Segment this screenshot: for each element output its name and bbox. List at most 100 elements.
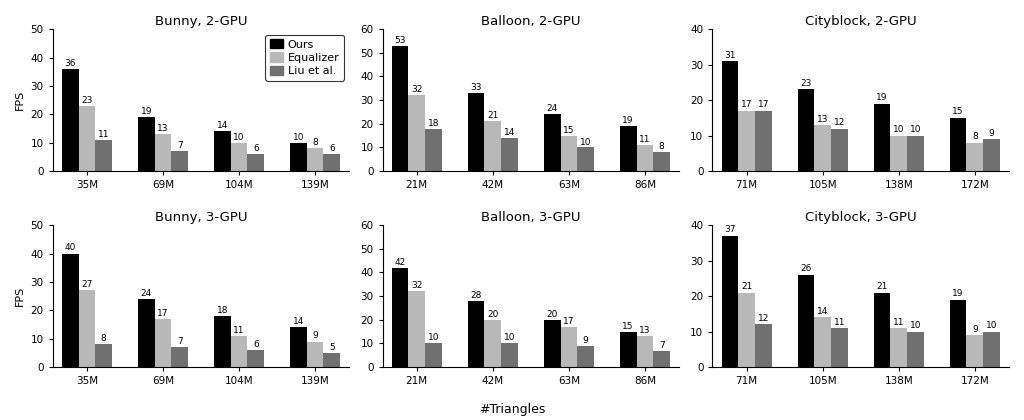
Bar [214,131,230,171]
Bar [425,344,442,367]
Bar [831,328,848,367]
Bar [155,319,171,367]
Text: 7: 7 [177,337,182,346]
Bar [755,325,772,367]
Text: 11: 11 [893,318,904,327]
Title: Bunny, 2-GPU: Bunny, 2-GPU [155,15,247,28]
Text: 17: 17 [741,100,753,109]
Text: 10: 10 [428,333,439,342]
Bar [890,328,907,367]
Text: 23: 23 [801,79,812,88]
Bar [290,327,307,367]
Bar [248,154,264,171]
Bar [620,331,637,367]
Text: 14: 14 [504,128,515,137]
Bar [578,346,594,367]
Bar [409,291,425,367]
Text: 9: 9 [312,331,317,340]
Bar [907,136,924,171]
Bar [501,138,518,171]
Bar [653,152,670,171]
Text: 9: 9 [988,129,994,138]
Text: 23: 23 [81,96,92,105]
Text: 6: 6 [329,144,335,153]
Bar [61,69,79,171]
Bar [873,104,890,171]
Bar [798,89,814,171]
Bar [171,347,188,367]
Text: 15: 15 [623,322,634,331]
Bar [484,320,501,367]
Text: 53: 53 [394,36,406,45]
Text: 11: 11 [233,326,245,335]
Text: 13: 13 [639,326,650,336]
Bar [248,350,264,367]
Bar [722,236,738,367]
Bar [653,351,670,367]
Text: 15: 15 [563,126,574,135]
Text: 8: 8 [972,132,978,141]
Text: 9: 9 [972,325,978,334]
Bar [544,114,560,171]
Bar [967,143,983,171]
Bar [560,327,578,367]
Bar [79,290,95,367]
Text: 20: 20 [547,310,558,319]
Bar [290,143,307,171]
Text: 32: 32 [411,85,423,94]
Bar [544,320,560,367]
Bar [214,316,230,367]
Bar [907,331,924,367]
Bar [79,106,95,171]
Bar [425,129,442,171]
Text: 27: 27 [81,280,92,289]
Text: 20: 20 [487,310,499,319]
Text: 21: 21 [487,111,499,121]
Bar [171,151,188,171]
Bar [230,143,248,171]
Text: 19: 19 [952,289,964,298]
Text: 18: 18 [216,306,228,315]
Text: 11: 11 [639,135,650,144]
Text: 12: 12 [834,118,845,127]
Text: 10: 10 [986,321,997,330]
Text: 21: 21 [741,282,753,291]
Text: 8: 8 [100,334,106,343]
Text: 6: 6 [253,340,259,349]
Bar [798,275,814,367]
Text: 28: 28 [470,291,481,300]
Bar [722,61,738,171]
Text: 14: 14 [217,121,228,130]
Bar [95,140,112,171]
Bar [138,299,155,367]
Text: 37: 37 [724,226,735,234]
Text: 31: 31 [724,51,735,60]
Bar [409,95,425,171]
Bar [468,93,484,171]
Text: 7: 7 [658,341,665,349]
Text: 13: 13 [817,115,828,123]
Bar [138,117,155,171]
Title: Balloon, 3-GPU: Balloon, 3-GPU [481,211,581,224]
Title: Balloon, 2-GPU: Balloon, 2-GPU [481,15,581,28]
Title: Cityblock, 2-GPU: Cityblock, 2-GPU [805,15,916,28]
Bar [755,111,772,171]
Text: #Triangles: #Triangles [479,403,545,416]
Text: 19: 19 [140,107,152,116]
Bar [890,136,907,171]
Text: 8: 8 [312,138,317,147]
Title: Cityblock, 3-GPU: Cityblock, 3-GPU [805,211,916,224]
Text: 11: 11 [98,130,110,139]
Bar [814,318,831,367]
Text: 14: 14 [293,317,304,326]
Bar [738,111,755,171]
Text: 10: 10 [893,125,904,134]
Text: 13: 13 [158,124,169,133]
Text: 33: 33 [470,83,482,92]
Text: 26: 26 [801,265,812,273]
Text: 9: 9 [583,336,589,345]
Text: 8: 8 [658,142,665,151]
Text: 19: 19 [623,116,634,125]
Bar [484,121,501,171]
Text: 19: 19 [877,93,888,102]
